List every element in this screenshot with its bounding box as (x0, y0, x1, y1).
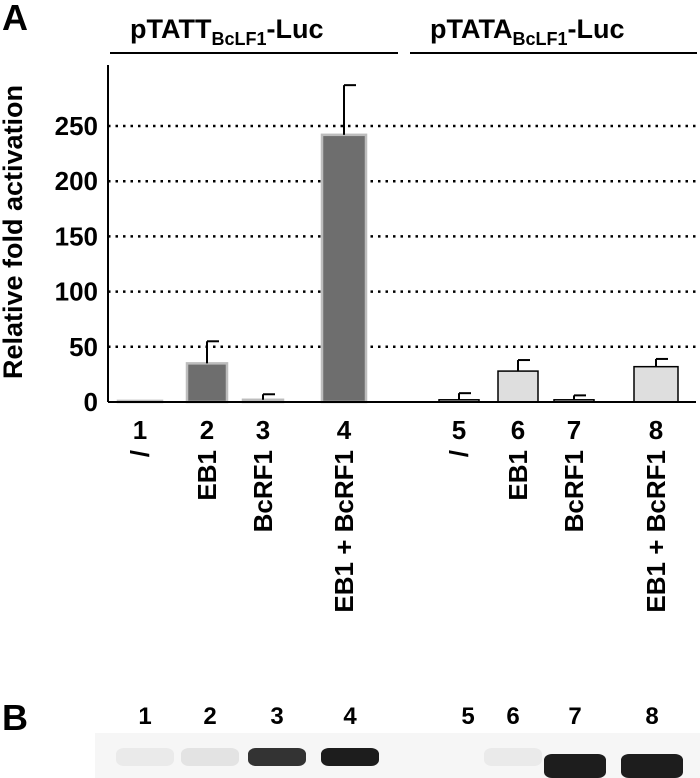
x-tick-number: 4 (337, 415, 352, 445)
x-category-label: BcRF1 (559, 450, 589, 532)
blot-band (181, 748, 239, 766)
group-header-2-main: pTATA (430, 14, 512, 44)
x-labels: 1 / 2 EB1 3 BcRF1 4 EB1 + BcRF1 5 / 6 EB1 7 BcRF1 8 EB1… (125, 415, 671, 613)
y-tick-label: 0 (84, 387, 98, 417)
x-category-label: BcRF1 (248, 450, 278, 532)
blot-band (248, 748, 306, 766)
blot-band (544, 754, 606, 778)
grid-lines (108, 124, 696, 349)
x-category-label: / (125, 450, 155, 457)
group-header-1-suffix: -Luc (266, 14, 323, 44)
blot-band (484, 748, 542, 766)
y-tick-label: 200 (55, 166, 98, 196)
panel-b-label: B (2, 697, 28, 738)
blot-band (321, 748, 379, 766)
axes (107, 65, 696, 403)
western-blot: 1 2 3 4 5 6 7 8 (95, 703, 700, 778)
blot-lane-number: 6 (506, 703, 519, 730)
y-tick-label: 250 (55, 111, 98, 141)
x-tick-number: 7 (567, 415, 581, 445)
group-header-2-suffix: -Luc (567, 14, 624, 44)
bar (320, 133, 368, 404)
y-axis-label: Relative fold activation (0, 85, 28, 379)
blot-band (621, 754, 683, 778)
group-header-1-sub: BcLF1 (211, 29, 266, 49)
y-tick-label: 50 (69, 332, 98, 362)
x-tick-number: 2 (200, 415, 214, 445)
x-category-label: / (444, 450, 474, 457)
blot-lane-number: 2 (203, 703, 216, 730)
blot-lane-number: 8 (645, 703, 658, 730)
blot-lane-number: 4 (343, 703, 357, 730)
blot-lane-number: 1 (138, 703, 151, 730)
x-category-label: EB1 + BcRF1 (641, 450, 671, 613)
y-ticks: 0 50 100 150 200 250 (55, 111, 98, 417)
group-header-1-main: pTATT (130, 14, 212, 44)
group-header-2-sub: BcLF1 (512, 29, 567, 49)
blot-lane-number: 7 (568, 703, 581, 730)
x-tick-number: 5 (452, 415, 466, 445)
x-tick-number: 8 (649, 415, 663, 445)
x-category-label: EB1 (192, 450, 222, 501)
panel-a-label: A (2, 0, 28, 38)
bar (497, 370, 539, 403)
group-header-1: pTATTBcLF1-Luc (130, 14, 323, 49)
group-header-2: pTATABcLF1-Luc (430, 14, 624, 49)
blot-lane-number: 3 (270, 703, 283, 730)
x-category-label: EB1 (503, 450, 533, 501)
blot-band (116, 748, 174, 766)
blot-lane-number: 5 (461, 703, 474, 730)
bar (633, 365, 679, 403)
x-tick-number: 1 (133, 415, 147, 445)
y-tick-label: 100 (55, 277, 98, 307)
bar (185, 362, 229, 404)
x-tick-number: 3 (256, 415, 270, 445)
y-tick-label: 150 (55, 221, 98, 251)
x-category-label: EB1 + BcRF1 (329, 450, 359, 613)
x-tick-number: 6 (511, 415, 525, 445)
bars (116, 84, 679, 404)
